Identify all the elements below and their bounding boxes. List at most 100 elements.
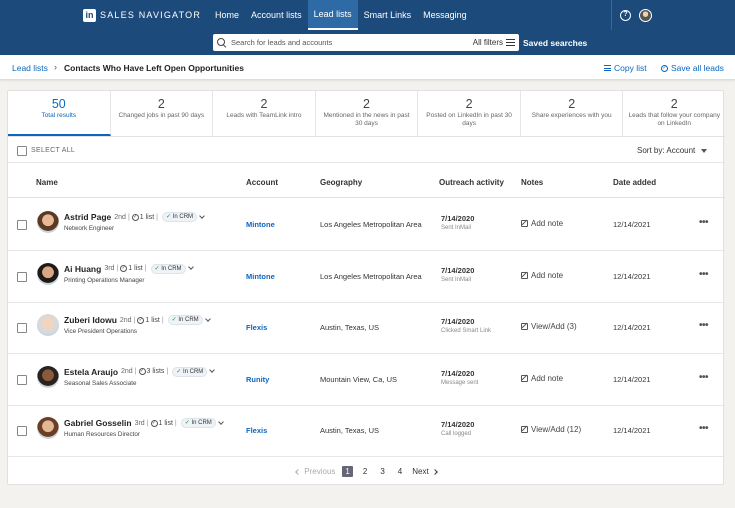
- lead-title: Vice President Operations: [64, 328, 138, 336]
- more-options-icon[interactable]: •••: [699, 268, 709, 280]
- insight-filter-tab[interactable]: 2 Share experiences with you: [521, 91, 624, 136]
- notes-button[interactable]: Add note: [521, 271, 563, 280]
- all-filters-button[interactable]: All filters: [472, 38, 503, 47]
- saved-searches-link[interactable]: Saved searches: [523, 38, 588, 48]
- avatar[interactable]: [37, 417, 59, 440]
- column-account[interactable]: Account: [246, 178, 278, 187]
- search-input[interactable]: [231, 38, 461, 47]
- lead-name[interactable]: Ai Huang: [64, 263, 102, 274]
- column-geography[interactable]: Geography: [320, 178, 363, 187]
- lead-summary: Astrid Page 2nd | ✓ 1 list | ✓ In CRM: [64, 212, 205, 222]
- chevron-down-icon[interactable]: [217, 419, 224, 425]
- select-all-checkbox[interactable]: [17, 146, 27, 156]
- account-link[interactable]: Mintone: [246, 220, 275, 229]
- insight-filter-tab[interactable]: 50 Total results: [8, 91, 111, 136]
- row-checkbox[interactable]: [17, 271, 27, 282]
- sales-navigator-logo[interactable]: in SALES NAVIGATOR: [83, 0, 201, 30]
- connection-degree: 3rd: [134, 419, 145, 427]
- page-button[interactable]: 3: [380, 466, 385, 476]
- lists-count[interactable]: ✓ 3 lists: [138, 368, 165, 376]
- account-link[interactable]: Flexis: [246, 426, 268, 436]
- nav-smart-links[interactable]: Smart Links: [363, 10, 412, 20]
- row-checkbox[interactable]: [17, 374, 27, 385]
- account-link[interactable]: Runity: [246, 374, 270, 384]
- more-options-icon[interactable]: •••: [699, 371, 709, 383]
- table-row[interactable]: Ai Huang 3rd | ✓ 1 list | ✓ In CRM Printing Ope…: [8, 251, 725, 303]
- nav-home[interactable]: Home: [215, 10, 240, 20]
- sort-by-dropdown[interactable]: Sort by: Account: [637, 146, 707, 155]
- next-label: Next: [412, 466, 429, 476]
- avatar[interactable]: [37, 365, 59, 388]
- avatar[interactable]: [37, 314, 59, 337]
- divider: |: [146, 419, 149, 427]
- chevron-down-icon[interactable]: [204, 315, 211, 322]
- lead-name[interactable]: Gabriel Gosselin: [64, 418, 132, 429]
- column-outreach-activity[interactable]: Outreach activity: [439, 178, 504, 187]
- nav-account-lists[interactable]: Account lists: [251, 10, 302, 20]
- lists-count[interactable]: ✓ 1 list: [120, 265, 143, 273]
- in-crm-badge[interactable]: ✓ In CRM: [162, 212, 198, 222]
- in-crm-badge[interactable]: ✓ In CRM: [150, 263, 186, 274]
- connection-degree: 2nd: [114, 213, 126, 221]
- more-options-icon[interactable]: •••: [699, 320, 709, 332]
- table-row[interactable]: Astrid Page 2nd | ✓ 1 list | ✓ In CRM Network E…: [8, 199, 725, 251]
- table-row[interactable]: Estela Araujo 2nd | ✓ 3 lists | ✓ In CRM Season…: [8, 354, 725, 406]
- lists-count-label: 3 lists: [146, 368, 165, 376]
- insight-filter-tab[interactable]: 2 Leads that follow your company on Linke…: [623, 91, 725, 136]
- chevron-down-icon[interactable]: [209, 367, 216, 374]
- more-options-icon[interactable]: •••: [699, 423, 709, 435]
- in-crm-badge[interactable]: ✓ In CRM: [172, 366, 208, 377]
- column-notes[interactable]: Notes: [521, 178, 544, 187]
- lists-count[interactable]: ✓ 1 list: [137, 316, 160, 324]
- help-icon[interactable]: ?: [620, 9, 631, 21]
- row-checkbox[interactable]: [17, 323, 27, 334]
- lead-name[interactable]: Estela Araujo: [64, 366, 119, 377]
- lead-name[interactable]: Astrid Page: [64, 212, 112, 222]
- more-options-icon[interactable]: •••: [699, 217, 709, 228]
- chevron-down-icon[interactable]: [187, 264, 194, 270]
- filter-icon[interactable]: [506, 39, 515, 46]
- lists-count[interactable]: ✓ 1 list: [131, 213, 154, 221]
- check-icon: ✓: [166, 214, 172, 220]
- divider: |: [133, 316, 136, 324]
- in-crm-badge[interactable]: ✓ In CRM: [167, 315, 203, 326]
- account-link[interactable]: Mintone: [246, 271, 275, 281]
- lead-title: Human Resources Director: [64, 431, 140, 439]
- account-link[interactable]: Flexis: [246, 323, 268, 333]
- avatar[interactable]: [37, 211, 59, 233]
- save-all-leads-button[interactable]: ✓ Save all leads: [661, 63, 724, 73]
- next-page-button[interactable]: Next: [412, 466, 438, 476]
- date-added: 12/14/2021: [613, 271, 651, 281]
- chevron-down-icon[interactable]: [199, 212, 205, 219]
- notes-button[interactable]: View/Add (12): [521, 425, 581, 434]
- geography: Austin, Texas, US: [320, 323, 380, 333]
- row-checkbox[interactable]: [17, 220, 27, 230]
- nav-lead-lists[interactable]: Lead lists: [307, 0, 358, 30]
- avatar[interactable]: [37, 262, 59, 285]
- column-name[interactable]: Name: [36, 178, 58, 187]
- insight-filter-tab[interactable]: 2 Mentioned in the news in past 30 days: [316, 91, 419, 136]
- check-icon: ✓: [171, 317, 177, 324]
- page-button[interactable]: 4: [397, 466, 403, 476]
- copy-list-button[interactable]: Copy list: [604, 63, 647, 73]
- table-row[interactable]: Zuberi Idowu 2nd | ✓ 1 list | ✓ In CRM Vice Pre…: [8, 302, 725, 355]
- notes-button[interactable]: Add note: [521, 374, 563, 383]
- profile-avatar[interactable]: [639, 8, 652, 22]
- breadcrumb-lead-lists[interactable]: Lead lists: [12, 63, 48, 73]
- page-button[interactable]: 2: [362, 466, 368, 476]
- lists-count[interactable]: ✓ 1 list: [150, 419, 173, 427]
- edit-icon: [521, 271, 528, 279]
- insight-filter-tab[interactable]: 2 Leads with TeamLink intro: [213, 91, 316, 136]
- notes-button[interactable]: Add note: [521, 219, 563, 228]
- in-crm-badge[interactable]: ✓ In CRM: [180, 418, 216, 429]
- page-button[interactable]: 1: [342, 465, 353, 477]
- insight-filter-tab[interactable]: 2 Posted on LinkedIn in past 30 days: [418, 91, 521, 136]
- lead-name[interactable]: Zuberi Idowu: [64, 315, 117, 326]
- row-checkbox[interactable]: [17, 426, 27, 437]
- table-row[interactable]: Gabriel Gosselin 3rd | ✓ 1 list | ✓ In CRM Huma…: [8, 405, 725, 458]
- notes-button[interactable]: View/Add (3): [521, 322, 577, 331]
- nav-messaging[interactable]: Messaging: [423, 10, 467, 20]
- column-date-added[interactable]: Date added: [613, 178, 657, 187]
- insight-filter-tab[interactable]: 2 Changed jobs in past 90 days: [111, 91, 214, 136]
- previous-page-button[interactable]: Previous: [295, 467, 335, 476]
